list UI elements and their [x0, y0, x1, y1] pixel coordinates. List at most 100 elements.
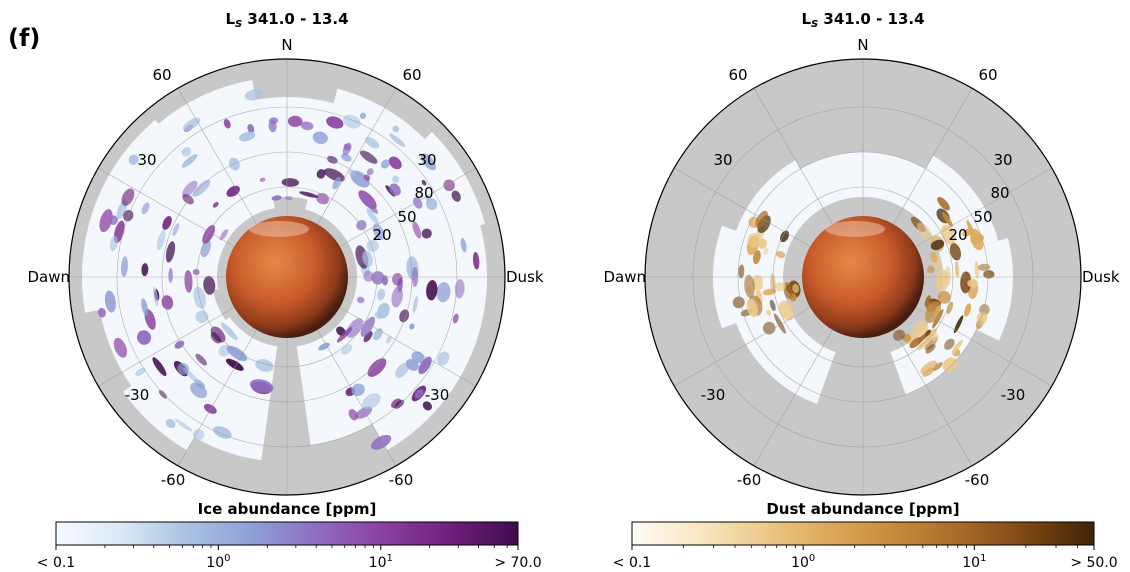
abundance-patch [389, 183, 401, 196]
abundance-patch [377, 288, 386, 301]
abundance-patch [284, 196, 293, 201]
outer-angle-label: 60 [728, 66, 747, 84]
abundance-patch [746, 298, 758, 318]
grid-spoke [915, 307, 1052, 387]
dawn-label: Dawn [603, 268, 646, 286]
abundance-patch [192, 428, 205, 440]
abundance-patch [395, 362, 409, 378]
abundance-patch [763, 247, 769, 255]
abundance-patch [281, 178, 300, 187]
abundance-patch [268, 117, 279, 124]
colorbar-min-label: < 0.1 [37, 555, 75, 571]
title-value: 341.0 - 13.4 [818, 10, 924, 28]
colorbar-label: Dust abundance [ppm] [766, 500, 959, 518]
abundance-patch [917, 337, 932, 351]
abundance-patch [732, 296, 745, 309]
grid-spoke [753, 88, 833, 225]
colorbar-max-label: > 70.0 [494, 555, 541, 571]
abundance-patch [212, 201, 219, 208]
abundance-patch [259, 177, 266, 182]
grid-spoke [98, 167, 235, 247]
abundance-patch [351, 383, 365, 397]
abundance-patch [437, 351, 450, 366]
outer-angle-label: -60 [389, 471, 414, 489]
abundance-patch [141, 298, 149, 316]
abundance-patch [172, 223, 180, 236]
colorbar-label: Ice abundance [ppm] [198, 500, 377, 518]
abundance-patch [405, 359, 419, 371]
title-prefix: L [801, 10, 811, 28]
grid-spoke [339, 307, 476, 387]
abundance-patch [780, 230, 790, 243]
radial-tick-label: 50 [397, 208, 416, 226]
polar-border [68, 58, 506, 496]
abundance-patch [362, 393, 381, 410]
abundance-patch [374, 311, 383, 319]
abundance-patch [190, 382, 208, 399]
abundance-patch [181, 154, 198, 168]
abundance-patch [366, 168, 374, 176]
abundance-patch [326, 116, 344, 129]
outer-angle-label: -30 [425, 386, 450, 404]
abundance-patch [182, 180, 198, 197]
abundance-patch [778, 300, 794, 321]
abundance-patch [954, 261, 960, 278]
abundance-patch [472, 252, 480, 270]
radial-tick-label: 20 [372, 226, 391, 244]
abundance-patch [192, 269, 200, 276]
radial-tick-label: 50 [973, 208, 992, 226]
abundance-patch [109, 215, 118, 225]
abundance-patch [174, 418, 193, 432]
abundance-patch [436, 282, 451, 303]
grid-spoke [753, 329, 833, 466]
abundance-patch [367, 358, 387, 377]
abundance-patch [738, 264, 745, 279]
abundance-patch [181, 147, 192, 157]
abundance-patch [443, 179, 455, 192]
outer-angle-label: 30 [713, 151, 732, 169]
grid-spoke [339, 167, 476, 247]
abundance-patch [920, 360, 938, 375]
abundance-patch [752, 250, 761, 265]
abundance-patch [153, 286, 159, 307]
abundance-patch [192, 179, 211, 197]
outer-angle-label: 30 [417, 151, 436, 169]
abundance-patch [195, 310, 209, 323]
abundance-patch [937, 196, 950, 211]
colorbar [631, 521, 1095, 546]
abundance-patch [953, 315, 964, 334]
abundance-patch [422, 401, 432, 411]
abundance-patch [924, 295, 931, 307]
grid-spoke [98, 307, 235, 387]
abundance-patch [300, 121, 314, 131]
abundance-patch [769, 299, 776, 312]
chart-title: LS 341.0 - 13.4 [801, 10, 924, 30]
abundance-patch [421, 228, 432, 239]
abundance-patch [128, 154, 139, 165]
abundance-patch [388, 156, 402, 170]
north-label: N [281, 36, 292, 54]
outer-angle-label: 60 [152, 66, 171, 84]
grid-spoke [893, 88, 973, 225]
abundance-patch [244, 89, 264, 101]
abundance-patch [299, 191, 319, 198]
outer-angle-label: 30 [993, 151, 1012, 169]
abundance-patch [392, 175, 400, 183]
abundance-patch [98, 307, 106, 318]
abundance-patch [967, 279, 979, 288]
colorbar-max-label: > 50.0 [1070, 555, 1117, 571]
abundance-patch [341, 153, 352, 162]
abundance-patch [925, 328, 937, 341]
coverage-sector [99, 290, 226, 386]
abundance-patch [951, 339, 963, 355]
abundance-patch [944, 266, 951, 286]
abundance-patch [137, 330, 152, 345]
coverage-sector [736, 304, 836, 404]
abundance-patch [421, 153, 436, 171]
abundance-patch [226, 345, 248, 362]
mars-polar-cap [825, 221, 885, 237]
polar-grid [645, 59, 1081, 495]
abundance-patch [762, 321, 776, 335]
title-subscript: S [235, 19, 242, 30]
